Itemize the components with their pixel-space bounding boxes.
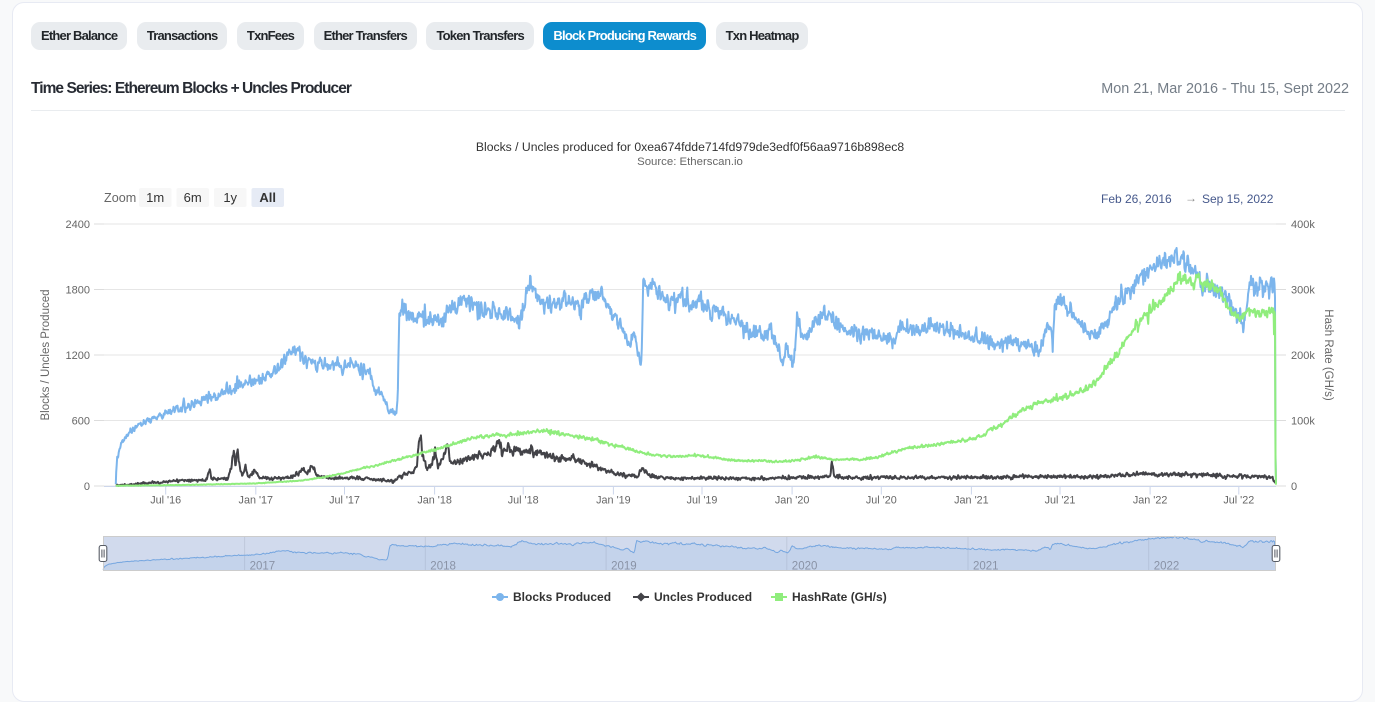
svg-text:Jul '18: Jul '18	[508, 495, 539, 507]
svg-text:0: 0	[84, 481, 90, 493]
svg-text:Jul '16: Jul '16	[150, 495, 181, 507]
svg-text:Jan '20: Jan '20	[775, 495, 809, 507]
svg-text:Jul '22: Jul '22	[1223, 495, 1254, 507]
svg-text:2017: 2017	[250, 561, 276, 573]
svg-text:1y: 1y	[223, 190, 237, 205]
svg-text:Source: Etherscan.io: Source: Etherscan.io	[637, 156, 743, 168]
svg-text:Jan '21: Jan '21	[954, 495, 988, 507]
svg-text:Jul '20: Jul '20	[866, 495, 897, 507]
svg-text:All: All	[259, 190, 276, 205]
svg-text:2021: 2021	[973, 561, 999, 573]
svg-text:2020: 2020	[792, 561, 818, 573]
svg-text:Blocks Produced: Blocks Produced	[513, 590, 611, 604]
svg-text:→: →	[1185, 191, 1197, 205]
svg-text:1200: 1200	[66, 350, 90, 362]
svg-text:Jan '18: Jan '18	[417, 495, 451, 507]
svg-text:Feb 26, 2016: Feb 26, 2016	[1101, 192, 1172, 206]
svg-text:2018: 2018	[430, 561, 456, 573]
svg-text:100k: 100k	[1291, 416, 1315, 428]
svg-text:1m: 1m	[146, 190, 164, 205]
svg-text:Jul '19: Jul '19	[687, 495, 718, 507]
svg-text:600: 600	[72, 416, 90, 428]
svg-text:Jul '21: Jul '21	[1045, 495, 1076, 507]
svg-text:Blocks / Uncles Produced: Blocks / Uncles Produced	[40, 289, 52, 420]
svg-text:HashRate (GH/s): HashRate (GH/s)	[792, 590, 887, 604]
svg-text:2019: 2019	[611, 561, 637, 573]
svg-text:6m: 6m	[184, 190, 202, 205]
svg-text:Jan '22: Jan '22	[1133, 495, 1167, 507]
svg-text:200k: 200k	[1291, 350, 1315, 362]
svg-text:1800: 1800	[66, 285, 90, 297]
svg-text:400k: 400k	[1291, 219, 1315, 231]
svg-text:Hash Rate (GH/s): Hash Rate (GH/s)	[1322, 309, 1334, 401]
svg-text:300k: 300k	[1291, 285, 1315, 297]
svg-text:Zoom: Zoom	[104, 191, 136, 205]
svg-text:Sep 15, 2022: Sep 15, 2022	[1202, 192, 1274, 206]
svg-text:2400: 2400	[66, 219, 90, 231]
svg-text:2022: 2022	[1154, 561, 1180, 573]
svg-text:Uncles Produced: Uncles Produced	[654, 590, 752, 604]
svg-text:Jan '17: Jan '17	[239, 495, 273, 507]
svg-text:0: 0	[1291, 481, 1297, 493]
svg-text:Blocks / Uncles produced for 0: Blocks / Uncles produced for 0xea674fdde…	[476, 140, 904, 154]
svg-text:Jul '17: Jul '17	[329, 495, 360, 507]
svg-text:Jan '19: Jan '19	[596, 495, 630, 507]
